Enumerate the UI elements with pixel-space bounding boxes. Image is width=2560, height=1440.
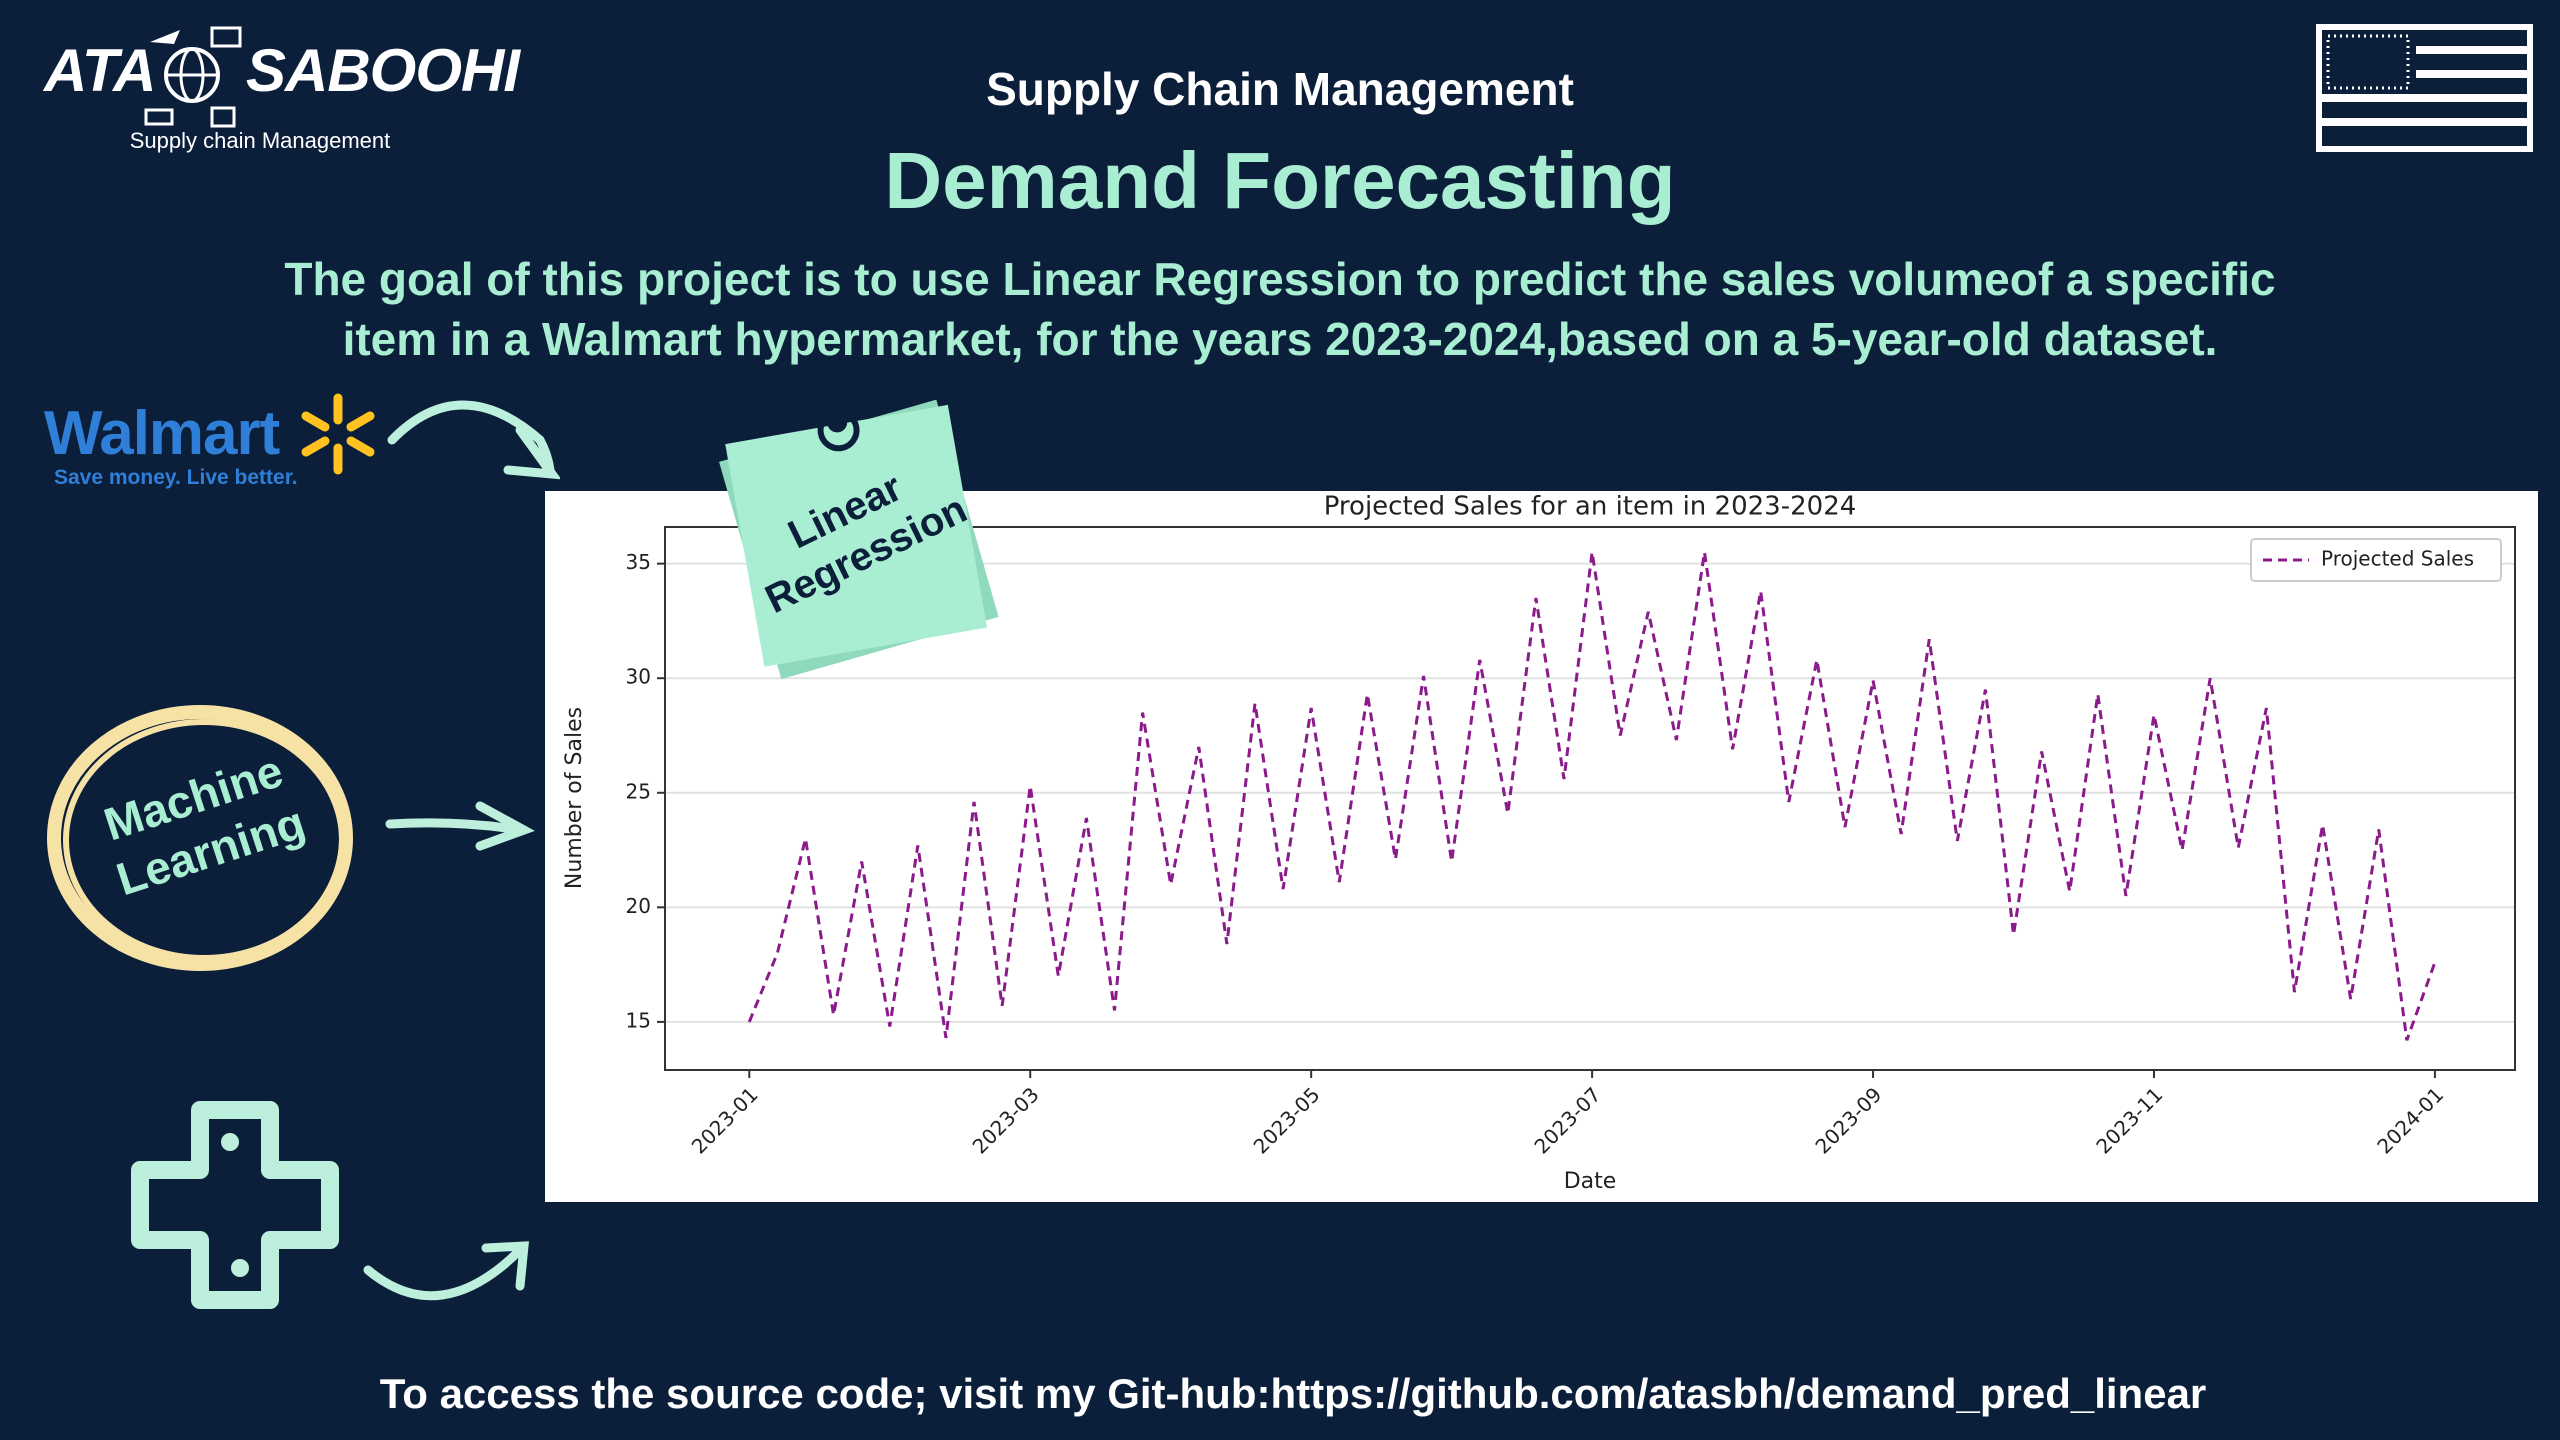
title: Demand Forecasting — [884, 136, 1676, 225]
logo-tagline: Supply chain Management — [129, 128, 391, 153]
logo-icon — [144, 26, 242, 128]
sticky-note: Linear Regression — [716, 396, 999, 680]
arrows — [363, 400, 560, 1301]
logo-name: ATA — [44, 37, 156, 104]
subtitle: Supply Chain Management — [986, 63, 1574, 115]
y-tick-label: 15 — [626, 1008, 651, 1032]
logo-name: SABOOHI — [246, 37, 520, 104]
pin-icon — [817, 409, 860, 452]
description-line: The goal of this project is to use Linea… — [284, 253, 2276, 305]
y-tick-label: 20 — [626, 894, 651, 918]
badge-circle — [47, 705, 353, 971]
walmart-slogan: Save money. Live better. — [54, 466, 298, 489]
chart-title: Projected Sales for an item in 2023-2024 — [1324, 492, 1857, 522]
footer-text: To access the source code; visit my Git-… — [379, 1370, 2207, 1417]
y-tick-label: 30 — [626, 665, 651, 689]
y-axis-label: Number of Sales — [562, 707, 587, 889]
description-line: item in a Walmart hypermarket, for the y… — [342, 313, 2218, 365]
legend-label: Projected Sales — [2321, 547, 2474, 571]
walmart-spark — [301, 393, 375, 475]
python-icon — [131, 1101, 339, 1309]
x-axis-label: Date — [1564, 1169, 1617, 1194]
legend-box — [2250, 538, 2502, 582]
walmart-name: Walmart — [44, 399, 280, 468]
y-tick-label: 35 — [626, 550, 651, 574]
flag-icon — [2316, 24, 2533, 152]
y-tick-label: 25 — [626, 779, 651, 803]
plot-frame — [664, 526, 2516, 1071]
